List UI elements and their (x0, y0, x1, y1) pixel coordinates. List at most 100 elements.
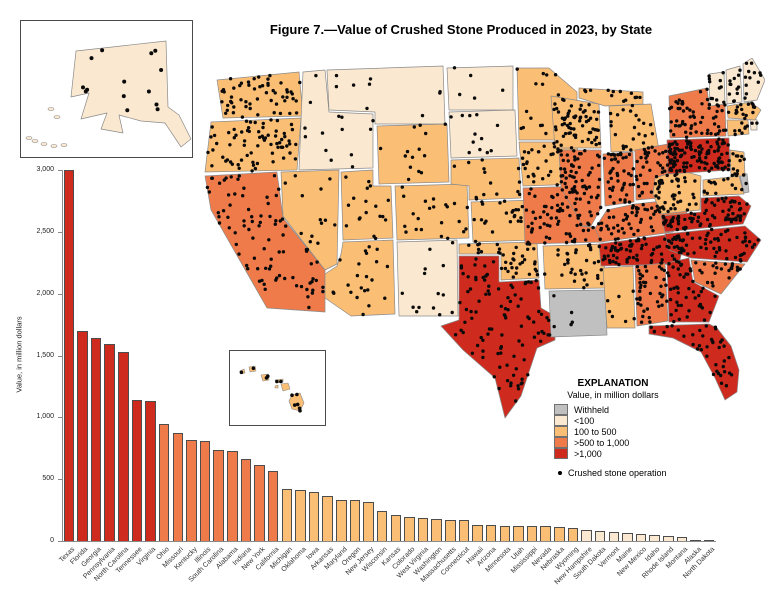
operation-dot (639, 283, 643, 288)
operation-dot (520, 260, 525, 265)
operation-dot (337, 114, 341, 118)
operation-dot (616, 237, 620, 241)
operation-dot (704, 237, 708, 242)
operation-dot (691, 342, 695, 347)
operation-dot (610, 93, 614, 98)
operation-dot (624, 193, 629, 197)
operation-dot (595, 128, 599, 132)
operation-dot (658, 291, 662, 296)
y-tick (58, 479, 62, 481)
operation-dot (365, 106, 369, 111)
operation-dot (268, 214, 272, 219)
legend-class-label: >500 to 1,000 (574, 437, 630, 448)
operation-dot (670, 324, 674, 328)
operation-dot (229, 95, 234, 99)
bar-south-dakota (594, 530, 606, 541)
operation-dot (546, 173, 551, 177)
bar-texas (63, 170, 75, 541)
operation-dot (489, 149, 493, 153)
operation-dot (703, 200, 708, 204)
operation-dot (85, 87, 90, 92)
operation-dot (637, 269, 641, 273)
operation-dot (660, 258, 664, 262)
operation-dot (255, 161, 260, 166)
operation-dot (371, 119, 375, 123)
operation-dot (100, 48, 105, 53)
operation-dot (614, 241, 618, 245)
operation-dot (714, 132, 718, 137)
operation-dot (748, 76, 752, 80)
operation-dot (504, 211, 509, 215)
operation-dot (697, 152, 702, 157)
operation-dot (582, 278, 586, 282)
operation-dot (252, 256, 257, 260)
operation-dot (677, 260, 681, 264)
operation-dot (578, 119, 582, 123)
bar-utah (513, 525, 524, 541)
operation-dot (606, 180, 610, 184)
operation-dot (552, 324, 556, 329)
operation-dot (226, 103, 230, 108)
operation-dot (627, 244, 632, 248)
operation-dot (544, 235, 549, 239)
operation-dot (703, 166, 707, 171)
operation-dot (613, 153, 617, 157)
operation-dot (501, 253, 505, 257)
operation-dot (729, 82, 733, 87)
operation-dot (658, 181, 662, 185)
operation-dot (649, 258, 654, 263)
operation-dot (738, 267, 742, 271)
operation-dot (269, 257, 273, 261)
operation-dot (667, 245, 671, 250)
operation-dot (506, 296, 510, 300)
operation-dot (670, 179, 674, 183)
operation-dot (710, 227, 714, 232)
operation-dot (583, 88, 587, 92)
operation-dot (611, 215, 616, 219)
operation-dot (672, 133, 676, 137)
operation-dot (314, 73, 318, 78)
operation-dot (746, 102, 751, 106)
operation-dot (740, 131, 744, 135)
operation-dot (527, 272, 532, 276)
operation-dot (332, 291, 336, 295)
operation-dot (726, 217, 730, 221)
operation-dot (588, 88, 593, 92)
operation-dot (572, 189, 576, 194)
operation-dot (615, 171, 619, 176)
bar-arkansas (322, 495, 333, 541)
operation-dot (709, 96, 713, 101)
operation-dot (428, 247, 432, 251)
operation-dot (574, 179, 578, 184)
operation-dot (564, 176, 568, 180)
operation-dot (234, 133, 238, 137)
operation-dot (587, 185, 592, 189)
operation-dot (281, 233, 285, 237)
operation-dot (588, 210, 592, 214)
operation-dot (311, 288, 315, 292)
operation-dot (677, 124, 681, 128)
operation-dot (721, 71, 725, 75)
operation-dot (584, 238, 588, 242)
operation-dot (696, 219, 700, 223)
operation-dot (573, 201, 577, 206)
operation-dot (364, 199, 368, 203)
operation-dot (261, 121, 265, 126)
operation-dot (623, 319, 628, 324)
operation-dot (290, 393, 294, 397)
operation-dot (752, 71, 757, 75)
operation-dot (715, 109, 719, 114)
operation-dot (510, 210, 514, 214)
operation-dot (611, 89, 615, 94)
operation-dot (683, 227, 687, 231)
operation-dot (530, 221, 534, 225)
operation-dot (682, 169, 687, 174)
operation-dot (250, 169, 254, 173)
operation-dot (553, 125, 558, 129)
operation-dot (719, 85, 723, 89)
operation-dot (439, 234, 444, 239)
operation-dot (755, 121, 759, 125)
operation-dot (257, 75, 261, 79)
operation-dot (483, 264, 487, 268)
operation-dot (738, 68, 742, 72)
